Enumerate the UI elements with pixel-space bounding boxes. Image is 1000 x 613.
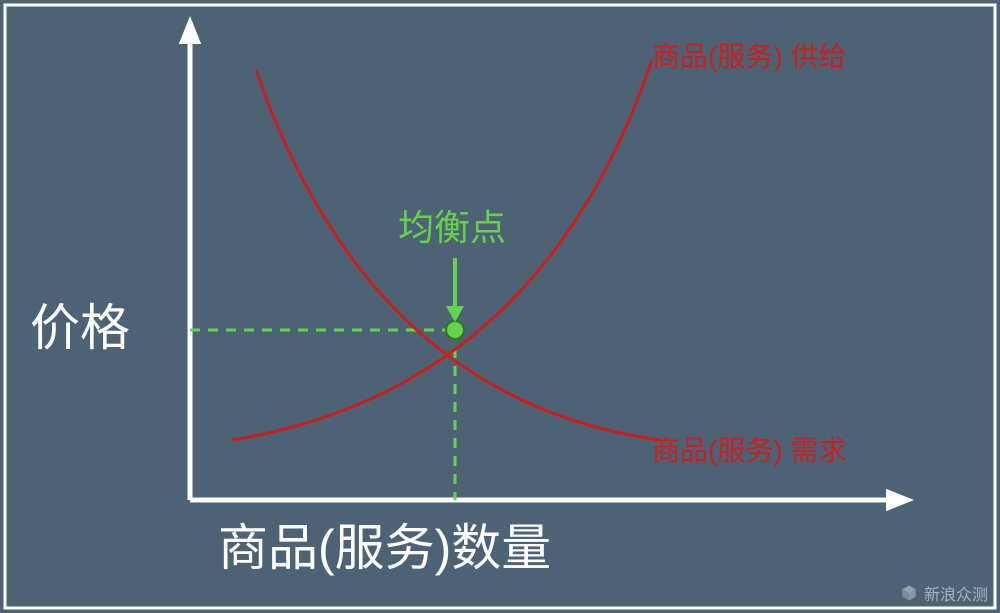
equilibrium-point [446,321,464,339]
x-axis-label: 商品(服务)数量 [218,520,551,576]
supply-label: 商品(服务) 供给 [652,41,846,72]
y-axis-label: 价格 [30,300,130,356]
watermark-text: 新浪众测 [924,581,988,605]
econ-chart: 均衡点 商品(服务) 供给商品(服务) 需求 价格商品(服务)数量 新浪众测 [0,0,1000,613]
equilibrium-label: 均衡点 [398,207,506,248]
demand-label: 商品(服务) 需求 [652,435,846,466]
cube-icon [900,584,918,602]
chart-svg: 均衡点 商品(服务) 供给商品(服务) 需求 价格商品(服务)数量 [0,0,1000,613]
watermark: 新浪众测 [900,581,988,605]
